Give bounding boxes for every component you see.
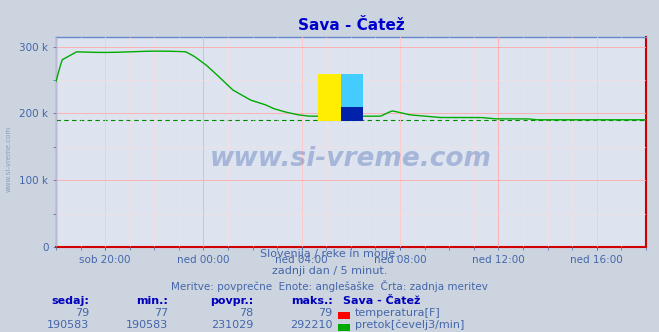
Bar — [341, 74, 363, 107]
Text: www.si-vreme.com: www.si-vreme.com — [210, 146, 492, 172]
Text: min.:: min.: — [136, 296, 168, 306]
Text: 78: 78 — [239, 308, 254, 318]
Text: Slovenija / reke in morje.: Slovenija / reke in morje. — [260, 249, 399, 259]
Text: zadnji dan / 5 minut.: zadnji dan / 5 minut. — [272, 266, 387, 276]
Text: povpr.:: povpr.: — [210, 296, 254, 306]
Text: 77: 77 — [154, 308, 168, 318]
Text: Sava - Čatež: Sava - Čatež — [343, 296, 420, 306]
Text: pretok[čevelj3/min]: pretok[čevelj3/min] — [355, 319, 464, 330]
Text: 292210: 292210 — [291, 320, 333, 330]
Text: 190583: 190583 — [47, 320, 89, 330]
Text: 231029: 231029 — [212, 320, 254, 330]
Bar — [341, 107, 363, 121]
Text: Meritve: povprečne  Enote: anglešaške  Črta: zadnja meritev: Meritve: povprečne Enote: anglešaške Črt… — [171, 280, 488, 291]
Text: www.si-vreme.com: www.si-vreme.com — [5, 126, 11, 193]
Title: Sava - Čatež: Sava - Čatež — [298, 18, 404, 33]
Text: 79: 79 — [74, 308, 89, 318]
Text: temperatura[F]: temperatura[F] — [355, 308, 440, 318]
Bar — [318, 74, 341, 121]
Text: 190583: 190583 — [126, 320, 168, 330]
Text: 79: 79 — [318, 308, 333, 318]
Text: maks.:: maks.: — [291, 296, 333, 306]
Text: sedaj:: sedaj: — [51, 296, 89, 306]
